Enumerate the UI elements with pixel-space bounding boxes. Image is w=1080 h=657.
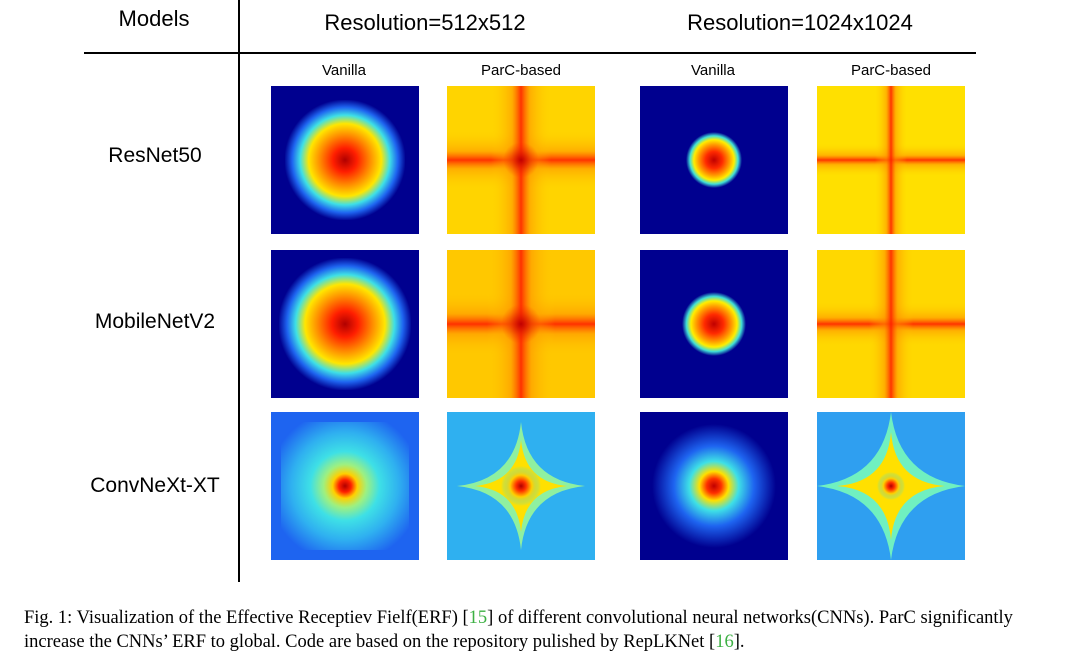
row-label-resnet50: ResNet50	[108, 144, 202, 167]
column-header-models: Models	[118, 6, 190, 31]
table-vertical-divider	[238, 0, 240, 582]
column-header-res-512: Resolution=512x512	[324, 10, 526, 35]
erf-convnext-xt-parc-1024	[817, 412, 965, 560]
subheader-vanilla-512: Vanilla	[322, 62, 366, 79]
row-label-mobilenetv2: MobileNetV2	[94, 310, 216, 333]
subheader-parc-512: ParC-based	[480, 62, 562, 79]
erf-resnet50-parc-512	[447, 86, 595, 234]
erf-mobilenetv2-vanilla-1024	[640, 250, 788, 398]
table-header-rule	[84, 52, 976, 54]
erf-mobilenetv2-parc-1024	[817, 250, 965, 398]
column-header-res-1024: Resolution=1024x1024	[687, 10, 913, 35]
caption-text-pre: Fig. 1: Visualization of the Effective R…	[24, 608, 469, 628]
erf-mobilenetv2-vanilla-512	[271, 250, 419, 398]
row-label-convnext-xt: ConvNeXt-XT	[90, 474, 220, 497]
caption-text-post: ].	[733, 632, 745, 652]
erf-resnet50-vanilla-1024	[640, 86, 788, 234]
citation-link-15[interactable]: 15	[468, 608, 488, 628]
subheader-parc-1024: ParC-based	[850, 62, 932, 79]
caption-text-mid: ] of different convolutional neural netw…	[24, 608, 1013, 652]
erf-convnext-xt-vanilla-512	[271, 412, 419, 560]
erf-convnext-xt-parc-512	[447, 412, 595, 560]
erf-resnet50-parc-1024	[817, 86, 965, 234]
erf-resnet50-vanilla-512	[271, 86, 419, 234]
figure-caption: Fig. 1: Visualization of the Effective R…	[24, 606, 1074, 654]
citation-link-16[interactable]: 16	[715, 632, 734, 652]
erf-mobilenetv2-parc-512	[447, 250, 595, 398]
erf-convnext-xt-vanilla-1024	[640, 412, 788, 560]
subheader-vanilla-1024: Vanilla	[691, 62, 735, 79]
